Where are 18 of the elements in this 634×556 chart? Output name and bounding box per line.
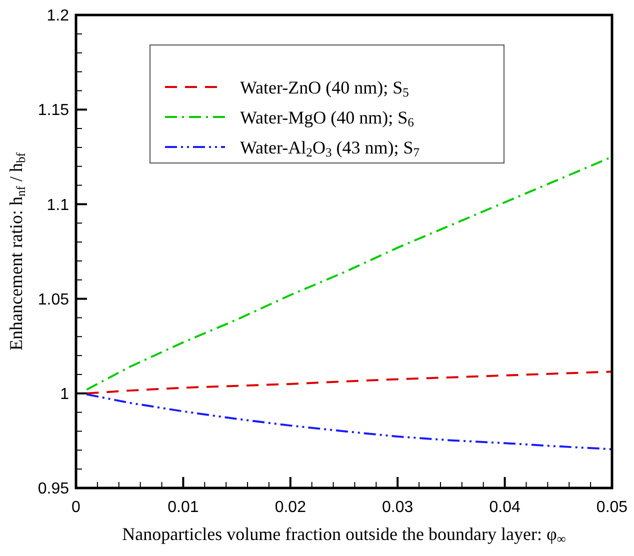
y-tick-label: 1.2 xyxy=(46,8,70,25)
y-tick-label: 1.15 xyxy=(38,102,70,120)
x-tick-label: 0.03 xyxy=(382,499,414,516)
x-tick-label: 0 xyxy=(72,499,81,516)
x-tick-label: 0.05 xyxy=(596,499,628,516)
y-tick-label: 0.95 xyxy=(38,480,70,498)
y-tick-label: 1.05 xyxy=(38,291,70,308)
line-series xyxy=(86,370,613,394)
legend-label: Water-Al$_{2}$O$_{3}$ (43 nm); S$_{7}$ xyxy=(240,137,420,160)
legend-label: Water-MgO (40 nm); S$_{6}$ xyxy=(240,107,414,130)
x-axis-title: Nanoparticles volume fraction outside the boundary layer: φ$_{∞}$ xyxy=(122,524,566,546)
line-series xyxy=(86,393,613,450)
legend-label: Water-ZnO (40 nm); S$_{5}$ xyxy=(240,77,409,100)
y-tick-label: 1 xyxy=(60,386,70,403)
y-tick-label: 1.1 xyxy=(46,196,70,214)
x-tick-label: 0.01 xyxy=(168,499,199,516)
x-tick-label: 0.04 xyxy=(489,499,520,516)
x-tick-label: 0.02 xyxy=(274,499,306,516)
